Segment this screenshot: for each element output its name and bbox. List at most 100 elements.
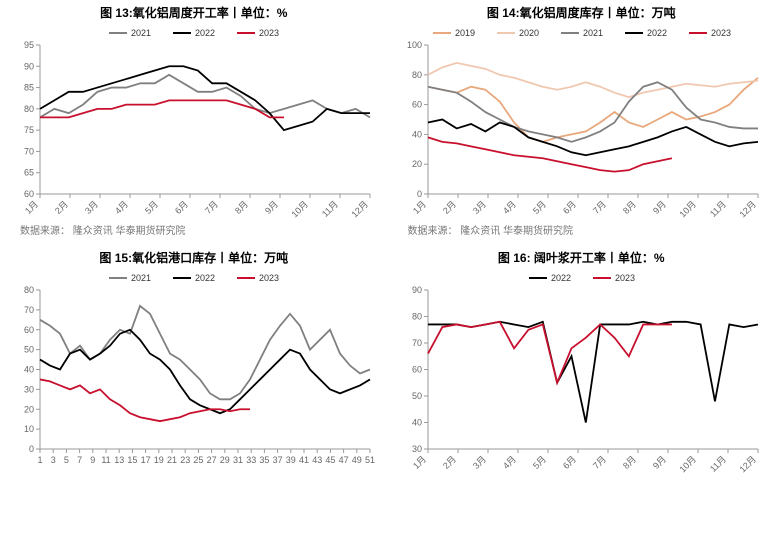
svg-text:60: 60 (411, 100, 421, 110)
svg-text:2021: 2021 (131, 28, 151, 38)
svg-text:40: 40 (411, 418, 421, 428)
svg-text:47: 47 (339, 455, 349, 465)
svg-text:70: 70 (24, 146, 34, 156)
svg-text:9月: 9月 (651, 199, 668, 216)
svg-text:50: 50 (24, 345, 34, 355)
svg-text:35: 35 (259, 455, 269, 465)
svg-text:50: 50 (411, 391, 421, 401)
svg-text:2022: 2022 (647, 28, 667, 38)
svg-text:39: 39 (286, 455, 296, 465)
svg-text:11月: 11月 (320, 199, 340, 218)
svg-text:23: 23 (180, 455, 190, 465)
svg-text:10月: 10月 (289, 199, 310, 218)
chart16-svg: 304050607080901月2月3月4月5月6月7月8月9月10月11月12… (396, 268, 766, 473)
svg-text:80: 80 (411, 70, 421, 80)
svg-text:90: 90 (24, 61, 34, 71)
chart15-svg: 0102030405060708013579111315171921232527… (8, 268, 378, 473)
chart13-title: 图 13:氧化铝周度开工率丨单位：% (8, 4, 380, 21)
svg-text:3月: 3月 (471, 454, 488, 471)
svg-text:80: 80 (411, 312, 421, 322)
svg-text:25: 25 (193, 455, 203, 465)
svg-text:90: 90 (411, 285, 421, 295)
svg-text:15: 15 (127, 455, 137, 465)
svg-text:5月: 5月 (143, 199, 160, 216)
svg-text:60: 60 (411, 365, 421, 375)
svg-text:80: 80 (24, 285, 34, 295)
svg-text:33: 33 (246, 455, 256, 465)
svg-text:13: 13 (114, 455, 124, 465)
svg-text:7月: 7月 (203, 199, 220, 216)
svg-text:10: 10 (24, 424, 34, 434)
svg-text:49: 49 (352, 455, 362, 465)
svg-text:1月: 1月 (411, 454, 428, 471)
chart14-title: 图 14:氧化铝周度库存丨单位：万吨 (396, 4, 768, 21)
svg-text:8月: 8月 (621, 199, 638, 216)
svg-text:40: 40 (411, 129, 421, 139)
svg-text:80: 80 (24, 104, 34, 114)
svg-text:3月: 3月 (83, 199, 100, 216)
svg-text:30: 30 (411, 444, 421, 454)
svg-text:19: 19 (154, 455, 164, 465)
svg-text:37: 37 (273, 455, 283, 465)
svg-text:85: 85 (24, 83, 34, 93)
svg-text:3月: 3月 (471, 199, 488, 216)
svg-text:17: 17 (141, 455, 151, 465)
svg-text:0: 0 (416, 189, 421, 199)
svg-text:100: 100 (406, 40, 421, 50)
svg-text:65: 65 (24, 168, 34, 178)
svg-text:12月: 12月 (349, 199, 370, 218)
svg-text:2021: 2021 (131, 273, 151, 283)
svg-text:60: 60 (24, 325, 34, 335)
svg-text:11: 11 (101, 455, 110, 465)
svg-text:9月: 9月 (651, 454, 668, 471)
svg-text:41: 41 (299, 455, 309, 465)
chart13-svg: 60 65 70 75 80 85 90 95 1月 2月 3月 4月 5月 6月 7月 8月 9月 10月 11月… (8, 23, 378, 218)
chart15-title: 图 15:氧化铝港口库存丨单位：万吨 (8, 249, 380, 266)
svg-text:5: 5 (64, 455, 69, 465)
svg-text:21: 21 (167, 455, 177, 465)
svg-text:60: 60 (24, 189, 34, 199)
svg-text:8月: 8月 (621, 454, 638, 471)
svg-text:5月: 5月 (531, 454, 548, 471)
svg-text:2023: 2023 (259, 273, 279, 283)
svg-text:43: 43 (312, 455, 322, 465)
svg-text:2019: 2019 (455, 28, 475, 38)
svg-text:70: 70 (24, 305, 34, 315)
svg-text:1: 1 (37, 455, 42, 465)
svg-text:7月: 7月 (591, 199, 608, 216)
svg-text:2022: 2022 (195, 273, 215, 283)
svg-text:70: 70 (411, 338, 421, 348)
svg-text:12月: 12月 (737, 454, 758, 473)
svg-text:2021: 2021 (583, 28, 603, 38)
svg-text:2022: 2022 (195, 28, 215, 38)
svg-text:51: 51 (365, 455, 375, 465)
svg-text:31: 31 (233, 455, 243, 465)
svg-text:2023: 2023 (259, 28, 279, 38)
svg-text:11月: 11月 (707, 199, 727, 218)
svg-text:95: 95 (24, 40, 34, 50)
svg-text:2023: 2023 (711, 28, 731, 38)
svg-text:29: 29 (220, 455, 230, 465)
svg-text:10月: 10月 (677, 199, 698, 218)
svg-text:27: 27 (207, 455, 217, 465)
svg-text:2月: 2月 (441, 454, 458, 471)
svg-text:75: 75 (24, 125, 34, 135)
svg-text:9: 9 (90, 455, 95, 465)
svg-text:4月: 4月 (113, 199, 130, 216)
svg-text:8月: 8月 (233, 199, 250, 216)
svg-text:3: 3 (51, 455, 56, 465)
svg-text:5月: 5月 (531, 199, 548, 216)
svg-text:45: 45 (325, 455, 335, 465)
svg-text:40: 40 (24, 365, 34, 375)
svg-text:2月: 2月 (441, 199, 458, 216)
svg-text:7: 7 (77, 455, 82, 465)
svg-text:6月: 6月 (561, 199, 578, 216)
svg-text:4月: 4月 (501, 199, 518, 216)
svg-text:20: 20 (24, 404, 34, 414)
svg-text:2月: 2月 (53, 199, 70, 216)
svg-text:9月: 9月 (263, 199, 280, 216)
svg-text:6月: 6月 (173, 199, 190, 216)
svg-text:1月: 1月 (23, 199, 40, 216)
svg-text:30: 30 (24, 384, 34, 394)
svg-text:1月: 1月 (411, 199, 428, 216)
